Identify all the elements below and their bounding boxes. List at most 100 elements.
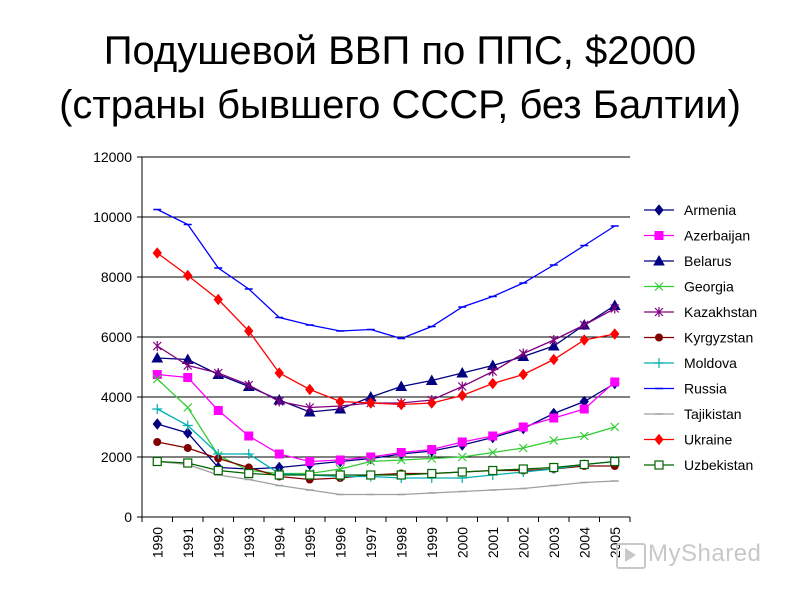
legend-label-uzbekistan: Uzbekistan	[684, 457, 753, 473]
data-point-uzbekistan	[579, 459, 589, 470]
data-point-uzbekistan	[183, 458, 193, 468]
data-point-azerbaijan	[457, 437, 467, 447]
data-point-kyrgyzstan	[183, 444, 192, 452]
data-point-belarus	[395, 380, 408, 391]
data-point-ukraine	[579, 334, 589, 346]
y-tick-label: 0	[124, 509, 132, 525]
series-line-uzbekistan	[157, 460, 615, 476]
data-point-ukraine	[610, 328, 620, 340]
x-tick-label: 2005	[607, 527, 623, 558]
legend-marker-moldova	[654, 358, 664, 368]
play-icon	[616, 543, 646, 569]
data-point-ukraine	[549, 353, 559, 366]
data-point-moldova	[182, 420, 193, 431]
data-point-kazakhstan	[610, 303, 620, 314]
data-point-georgia	[152, 374, 162, 384]
legend-marker-kazakhstan	[654, 307, 664, 317]
data-point-ukraine	[274, 367, 284, 379]
legend-marker-ukraine	[654, 433, 664, 446]
data-point-georgia	[183, 403, 193, 412]
y-tick-label: 12000	[93, 149, 132, 165]
x-tick-label: 1996	[332, 527, 348, 558]
data-point-uzbekistan	[335, 470, 345, 480]
data-point-kazakhstan	[152, 341, 162, 351]
legend-marker-azerbaijan	[654, 231, 664, 240]
data-point-azerbaijan	[335, 455, 345, 465]
data-point-armenia	[152, 418, 162, 430]
x-tick-label: 1991	[180, 527, 196, 558]
data-point-belarus	[456, 366, 469, 378]
data-point-azerbaijan	[274, 449, 284, 459]
data-point-ukraine	[152, 247, 162, 259]
x-tick-label: 2003	[546, 527, 562, 558]
data-point-uzbekistan	[457, 467, 467, 477]
data-point-azerbaijan	[183, 373, 193, 382]
x-tick-label: 2001	[485, 527, 501, 558]
data-point-ukraine	[396, 398, 406, 411]
data-point-azerbaijan	[579, 404, 589, 414]
legend-marker-georgia	[654, 282, 664, 291]
data-point-uzbekistan	[152, 456, 162, 467]
series-line-azerbaijan	[157, 373, 616, 463]
data-point-kyrgyzstan	[153, 438, 162, 446]
y-tick-label: 4000	[101, 389, 132, 405]
data-point-uzbekistan	[366, 470, 376, 480]
x-tick-label: 1990	[149, 527, 165, 558]
data-point-georgia	[488, 448, 498, 457]
data-point-ukraine	[427, 397, 437, 409]
data-point-georgia	[610, 422, 620, 432]
legend-label-ukraine: Ukraine	[684, 432, 732, 448]
data-point-uzbekistan	[244, 468, 254, 479]
legend-label-tajikistan: Tajikistan	[684, 406, 742, 422]
y-tick-label: 8000	[101, 269, 132, 285]
data-point-georgia	[396, 455, 406, 465]
data-point-uzbekistan	[213, 465, 223, 476]
data-point-kazakhstan	[305, 402, 315, 413]
data-point-belarus	[151, 351, 164, 363]
data-point-ukraine	[457, 389, 467, 402]
data-point-azerbaijan	[366, 452, 376, 462]
x-tick-label: 2000	[454, 527, 470, 558]
data-point-azerbaijan	[488, 431, 498, 441]
data-point-kazakhstan	[244, 380, 254, 390]
series-line-kazakhstan	[156, 307, 616, 409]
x-tick-label: 2002	[515, 527, 531, 558]
data-point-azerbaijan	[396, 448, 406, 457]
x-tick-label: 1995	[302, 527, 318, 558]
legend-marker-belarus	[653, 254, 665, 266]
data-point-kazakhstan	[213, 368, 223, 378]
data-point-kazakhstan	[549, 335, 559, 345]
data-point-georgia	[366, 457, 376, 466]
data-point-ukraine	[335, 395, 345, 408]
data-point-azerbaijan	[244, 431, 254, 441]
x-tick-label: 1997	[363, 527, 379, 558]
series-line-tajikistan	[157, 460, 615, 496]
y-tick-label: 10000	[93, 209, 132, 225]
data-point-azerbaijan	[518, 422, 528, 432]
data-point-kazakhstan	[274, 396, 284, 407]
legend-label-kyrgyzstan: Kyrgyzstan	[684, 330, 753, 346]
data-point-azerbaijan	[549, 413, 559, 423]
data-point-kazakhstan	[183, 360, 193, 371]
legend-label-georgia: Georgia	[684, 279, 734, 295]
data-point-georgia	[457, 452, 467, 462]
data-point-uzbekistan	[274, 470, 284, 480]
series-line-armenia	[157, 382, 616, 470]
legend-marker-kyrgyzstan	[655, 333, 663, 342]
data-point-armenia	[183, 427, 193, 439]
data-point-azerbaijan	[610, 377, 620, 387]
legend-label-armenia: Armenia	[684, 202, 736, 218]
data-point-kazakhstan	[579, 320, 589, 330]
legend-label-azerbaijan: Azerbaijan	[684, 228, 750, 244]
x-tick-label: 1992	[210, 527, 226, 558]
legend-marker-uzbekistan	[654, 460, 664, 470]
data-point-azerbaijan	[213, 406, 223, 415]
data-point-belarus	[547, 339, 560, 351]
data-point-moldova	[243, 449, 254, 459]
series-line-kyrgyzstan	[157, 441, 615, 481]
x-tick-label: 1994	[271, 527, 287, 558]
data-point-ukraine	[213, 293, 223, 306]
data-point-azerbaijan	[152, 370, 162, 379]
data-point-uzbekistan	[549, 462, 559, 473]
data-point-azerbaijan	[305, 457, 315, 466]
